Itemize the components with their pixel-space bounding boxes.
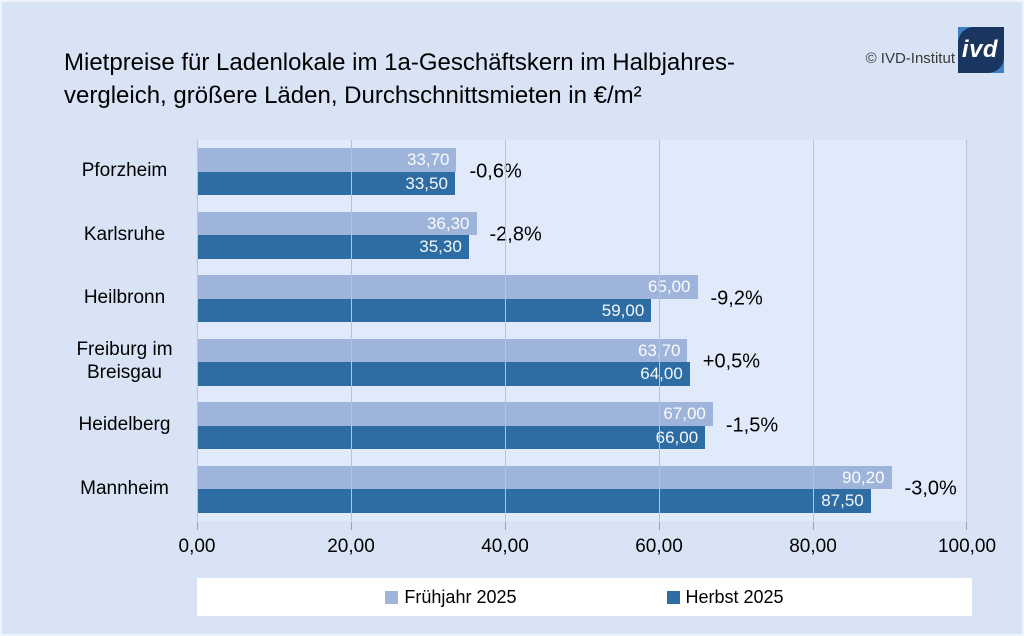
bar-herbst: 66,00 [197,425,706,450]
percent-change-label: -9,2% [710,287,763,310]
legend-swatch [385,590,399,604]
bar-group-mannheim: 90,20 87,50 -3,0% [197,458,967,522]
ivd-logo-shape: ivd [958,27,1004,73]
x-axis-tick-label: 100,00 [937,536,997,557]
bar-group-karlsruhe: 36,30 35,30 -2,8% [197,204,967,268]
legend-label: Herbst 2025 [685,586,784,607]
bar-group-heilbronn: 65,00 59,00 -9,2% [197,267,967,331]
bar-herbst: 87,50 [197,489,871,513]
x-axis-tick-label: 20,00 [327,536,375,557]
bar-group-heidelberg: 67,00 66,00 -1,5% [197,394,967,458]
bar-fruehjahr: 33,70 [197,148,457,172]
percent-change-label: -1,5% [725,414,779,437]
x-axis-tick-mark [197,522,198,530]
bar-value-label: 66,00 [655,427,699,447]
bar-value-label: 67,00 [663,404,706,423]
chart-title-line2: vergleich, größere Läden, Durchschnittsm… [64,82,642,109]
gridline [966,140,967,521]
x-axis-tick-mark [966,522,967,530]
percent-change-label: -2,8% [489,223,542,246]
x-axis-tick-mark [505,522,506,530]
copyright-text: © IVD-Institut [865,50,955,67]
bar-rows: 33,70 33,50 -0,6% 36,30 35,30 -2,8% 65,00 59,00… [197,140,967,521]
bar-fruehjahr: 90,20 [197,465,892,490]
percent-change-label: -0,6% [469,160,522,183]
legend-item: Herbst 2025 [666,586,784,608]
percent-change-label: -3,0% [904,477,957,500]
category-label: Heidelberg [78,414,171,436]
brand: © IVD-Institut ivd [866,27,1004,73]
x-axis-tick-mark [351,522,352,530]
x-axis-tick-label: 40,00 [481,536,529,557]
x-axis: 0,00 20,00 40,00 60,00 80,00 100,00 [179,536,997,560]
bar-herbst: 59,00 [197,298,652,323]
bar-group-freiburg-im-breisgau: 63,7064,00 +0,5% [197,331,967,395]
bar-group-pforzheim: 33,70 33,50 -0,6% [197,140,967,204]
bar-value-label: 87,50 [821,491,864,510]
bar-value-label: 35,30 [419,237,462,256]
bar-value-label: 65,00 [647,277,691,296]
category-label: Freiburg im Breisgau [76,339,173,384]
plot-area: 33,70 33,50 -0,6% 36,30 35,30 -2,8% 65,00 59,00… [197,140,967,530]
x-axis-tick-label: 60,00 [635,536,683,557]
x-axis-tick-mark [659,522,660,530]
bar-herbst: 35,30 [197,235,469,259]
bar-herbst: 64,00 [197,362,690,386]
category-labels: Pforzheim Karlsruhe Heilbronn Freiburg im B… [52,140,197,521]
ivd-logo: ivd [958,27,1004,73]
legend-label: Frühjahr 2025 [404,586,517,607]
gridline [659,140,660,521]
gridline [505,140,506,521]
chart-title-line1: Mietpreise für Ladenlokale im 1a-Geschäf… [64,49,735,76]
x-axis-tick-label: 80,00 [789,536,837,557]
x-axis-tick-mark [813,522,814,530]
chart-title: Mietpreise für Ladenlokale im 1a-Geschäf… [64,46,735,112]
bar-value-label: 36,30 [426,213,470,233]
bar-value-label: 90,20 [841,467,885,487]
category-label: Karlsruhe [83,223,166,245]
gridline [351,140,352,521]
bar-fruehjahr: 36,30 [197,211,477,236]
category-label: Heilbronn [83,287,166,309]
bar-value-label: 33,70 [406,150,450,169]
category-label: Pforzheim [81,160,168,182]
category-label: Mannheim [80,477,169,499]
bar-value-label: 59,00 [601,300,645,320]
x-axis-tick-label: 0,00 [178,536,216,557]
bar-fruehjahr: 63,70 [197,338,688,363]
gridline [813,140,814,521]
gridline [197,140,198,521]
bar-value-label: 64,00 [640,364,683,383]
bar-fruehjahr: 65,00 [197,275,698,299]
ivd-logo-text: ivd [961,36,999,63]
bar-fruehjahr: 67,00 [197,402,713,426]
legend-item: Frühjahr 2025 [385,586,517,608]
bar-value-label: 33,50 [405,173,448,193]
bar-herbst: 33,50 [197,171,455,196]
percent-change-label: +0,5% [702,350,761,373]
legend: Frühjahr 2025 Herbst 2025 [197,578,972,616]
legend-swatch [666,590,680,604]
